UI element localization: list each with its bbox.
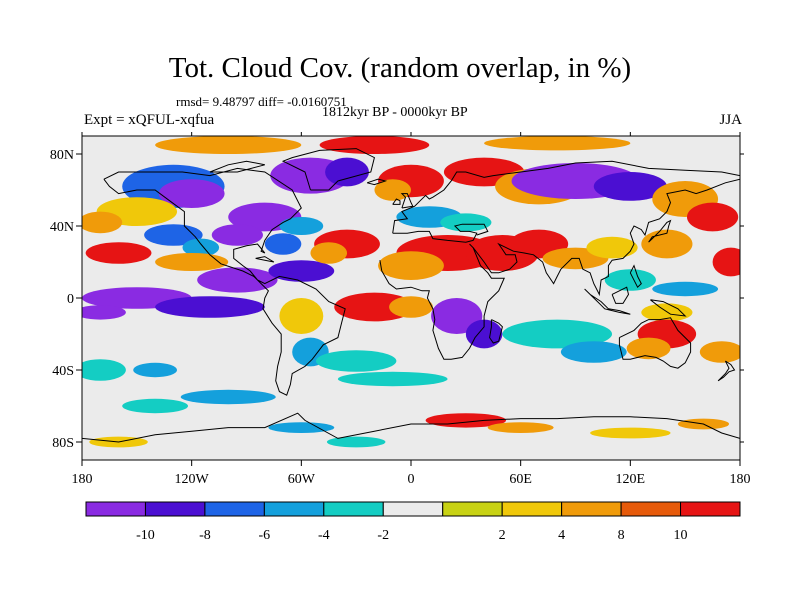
colorbar-label: 4 bbox=[558, 528, 565, 543]
lon-tick-label: 180 bbox=[72, 472, 93, 487]
colorbar-label: 8 bbox=[618, 528, 625, 543]
longitude-ticks: 180 120W 60W 0 60E 120E 180 bbox=[72, 132, 751, 487]
lat-tick-label: 80S bbox=[52, 436, 74, 451]
lon-tick-label: 60W bbox=[288, 472, 316, 487]
colorbar-label: 10 bbox=[674, 528, 688, 543]
colorbar: -10 -8 -6 -4 -2 2 4 8 10 bbox=[85, 501, 741, 543]
lon-tick-label: 120W bbox=[175, 472, 210, 487]
lon-tick-label: 0 bbox=[408, 472, 415, 487]
latitude-ticks: 80N 40N 0 40S 80S bbox=[50, 148, 744, 451]
colorbar-label: -2 bbox=[377, 528, 389, 543]
season-label: JJA bbox=[719, 112, 742, 128]
colorbar-swatch bbox=[501, 501, 563, 517]
lon-tick-label: 120E bbox=[616, 472, 646, 487]
colorbar-label: -10 bbox=[136, 528, 155, 543]
colorbar-label: -4 bbox=[318, 528, 330, 543]
colorbar-swatch bbox=[85, 501, 146, 517]
colorbar-swatch bbox=[382, 501, 444, 517]
colorbar-swatch bbox=[204, 501, 265, 517]
colorbar-swatch bbox=[620, 501, 682, 517]
colorbar-label: -6 bbox=[259, 528, 271, 543]
lat-tick-label: 0 bbox=[67, 292, 74, 307]
lon-tick-label: 60E bbox=[509, 472, 532, 487]
lat-tick-label: 40N bbox=[50, 220, 74, 235]
colorbar-swatch bbox=[680, 501, 741, 517]
colorbar-swatch bbox=[323, 501, 384, 517]
lon-tick-label: 180 bbox=[730, 472, 751, 487]
cloud-cover-field bbox=[82, 136, 740, 460]
colorbar-swatch bbox=[144, 501, 206, 517]
colorbar-label: 2 bbox=[499, 528, 506, 543]
rmsd-diff-stats: rmsd= 9.48797 diff= -0.0160751 bbox=[176, 94, 347, 109]
time-period: 1812kyr BP - 0000kyr BP bbox=[322, 105, 468, 120]
plot-title: Tot. Cloud Cov. (random overlap, in %) bbox=[168, 52, 632, 84]
coastlines bbox=[82, 148, 740, 443]
colorbar-swatch bbox=[442, 501, 503, 517]
lat-tick-label: 80N bbox=[50, 148, 74, 163]
colorbar-label: -8 bbox=[199, 528, 211, 543]
experiment-label: Expt = xQFUL-xqfua bbox=[84, 112, 215, 128]
lat-tick-label: 40S bbox=[52, 364, 74, 379]
colorbar-swatch bbox=[263, 501, 325, 517]
colorbar-swatch bbox=[561, 501, 622, 517]
